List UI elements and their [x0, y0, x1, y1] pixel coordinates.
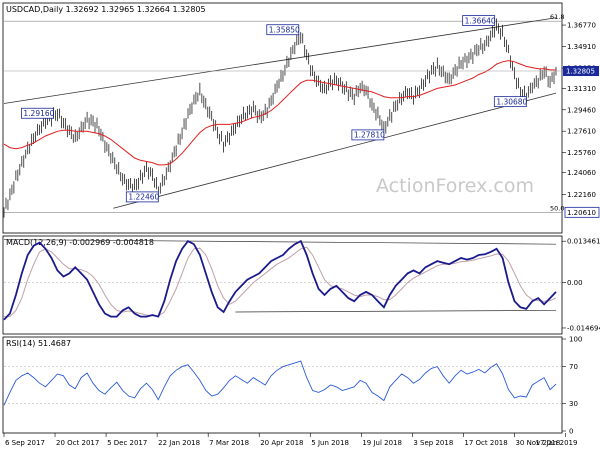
- current-price-label: 1.32805: [566, 68, 595, 76]
- price-tick-label: 1.29460: [567, 106, 596, 114]
- macd-tick-label: 0.00: [567, 279, 583, 287]
- macd-trend-line: [3, 239, 557, 245]
- x-tick-label: 6 Sep 2017: [5, 439, 45, 447]
- channel-lower-line: [113, 92, 557, 209]
- macd-tick-label: -0.014694: [567, 324, 600, 332]
- price-label-box: [21, 107, 54, 119]
- price-tick-label: 1.34910: [567, 43, 596, 51]
- extra-tick-label: 1.20610: [567, 209, 596, 217]
- price-label-box: [266, 24, 300, 36]
- x-tick-label: 17 Oct 2018: [464, 439, 507, 447]
- moving-average-line: [3, 60, 556, 166]
- macd-layer: [3, 239, 562, 321]
- price-label: 1.36640: [465, 16, 496, 25]
- x-tick-label: 7 Mar 2018: [209, 439, 249, 447]
- rsi-tick-label: 100: [569, 336, 582, 344]
- price-tick-label: 1.27610: [567, 128, 596, 136]
- price-label-box: [351, 129, 385, 141]
- watermark: ActionForex.com: [376, 175, 534, 197]
- price-tick-label: 1.25760: [567, 149, 596, 157]
- x-tick-label: 22 Jan 2018: [158, 439, 200, 447]
- price-tick-label: 1.31310: [567, 85, 596, 93]
- macd-trend-line: [235, 310, 557, 313]
- price-panel-frame: [2, 2, 563, 234]
- x-tick-label: 17 Jan 2019: [535, 439, 577, 447]
- rsi-tick-label: 30: [569, 400, 578, 408]
- fib-label-61.8: 61.8: [550, 13, 564, 21]
- rsi-panel-title: RSI(14) 51.4687: [6, 339, 71, 348]
- rsi-tick-label: 0: [569, 428, 573, 436]
- price-tick-label: 1.24060: [567, 169, 596, 177]
- macd-signal-line: [4, 246, 557, 318]
- price-tick-label: 1.22160: [567, 191, 596, 199]
- x-tick-label: 30 Nov 2018: [515, 439, 560, 447]
- price-tick-label: 1.36770: [567, 22, 596, 30]
- x-tick-label: 20 Apr 2018: [260, 439, 303, 447]
- rsi-layer: [3, 360, 562, 406]
- price-label: 1.27810: [354, 131, 385, 140]
- price-label-box: [493, 96, 527, 108]
- price-panel-title: USDCAD,Daily 1.32692 1.32965 1.32664 1.3…: [6, 5, 206, 14]
- price-label-box: [125, 191, 159, 203]
- x-tick-label: 3 Sep 2018: [413, 439, 453, 447]
- x-tick-label: 20 Oct 2017: [56, 439, 99, 447]
- axis-layer: 1.367701.349101.330501.313101.294601.276…: [3, 22, 600, 447]
- x-tick-label: 5 Dec 2017: [107, 439, 147, 447]
- macd-tick-label: 0.013461: [567, 238, 600, 246]
- current-price-flag: [563, 66, 599, 77]
- price-label: 1.30680: [496, 97, 527, 106]
- macd-line: [3, 239, 557, 321]
- x-tick-label: 5 Jun 2018: [311, 439, 349, 447]
- rsi-panel-frame: [2, 336, 563, 434]
- macd-panel-title: MACD(12,26,9) -0.002969 -0.004818: [6, 238, 154, 247]
- channel-upper-line: [3, 17, 557, 104]
- x-tick-label: 19 Jul 2018: [362, 439, 402, 447]
- price-layer: 61.8 50.0 1.29160 1.22460 1.35850 1.27810 1.36…: [3, 13, 564, 218]
- fib-label-50.0: 50.0: [550, 204, 564, 212]
- rsi-line: [3, 360, 557, 406]
- macd-panel-frame: [2, 235, 563, 335]
- price-label-box: [462, 15, 496, 26]
- price-label: 1.35850: [269, 26, 300, 35]
- rsi-tick-label: 70: [569, 363, 578, 371]
- price-label: 1.29160: [23, 109, 54, 118]
- extra-tick-box: [564, 206, 600, 218]
- price-label: 1.22460: [128, 193, 159, 202]
